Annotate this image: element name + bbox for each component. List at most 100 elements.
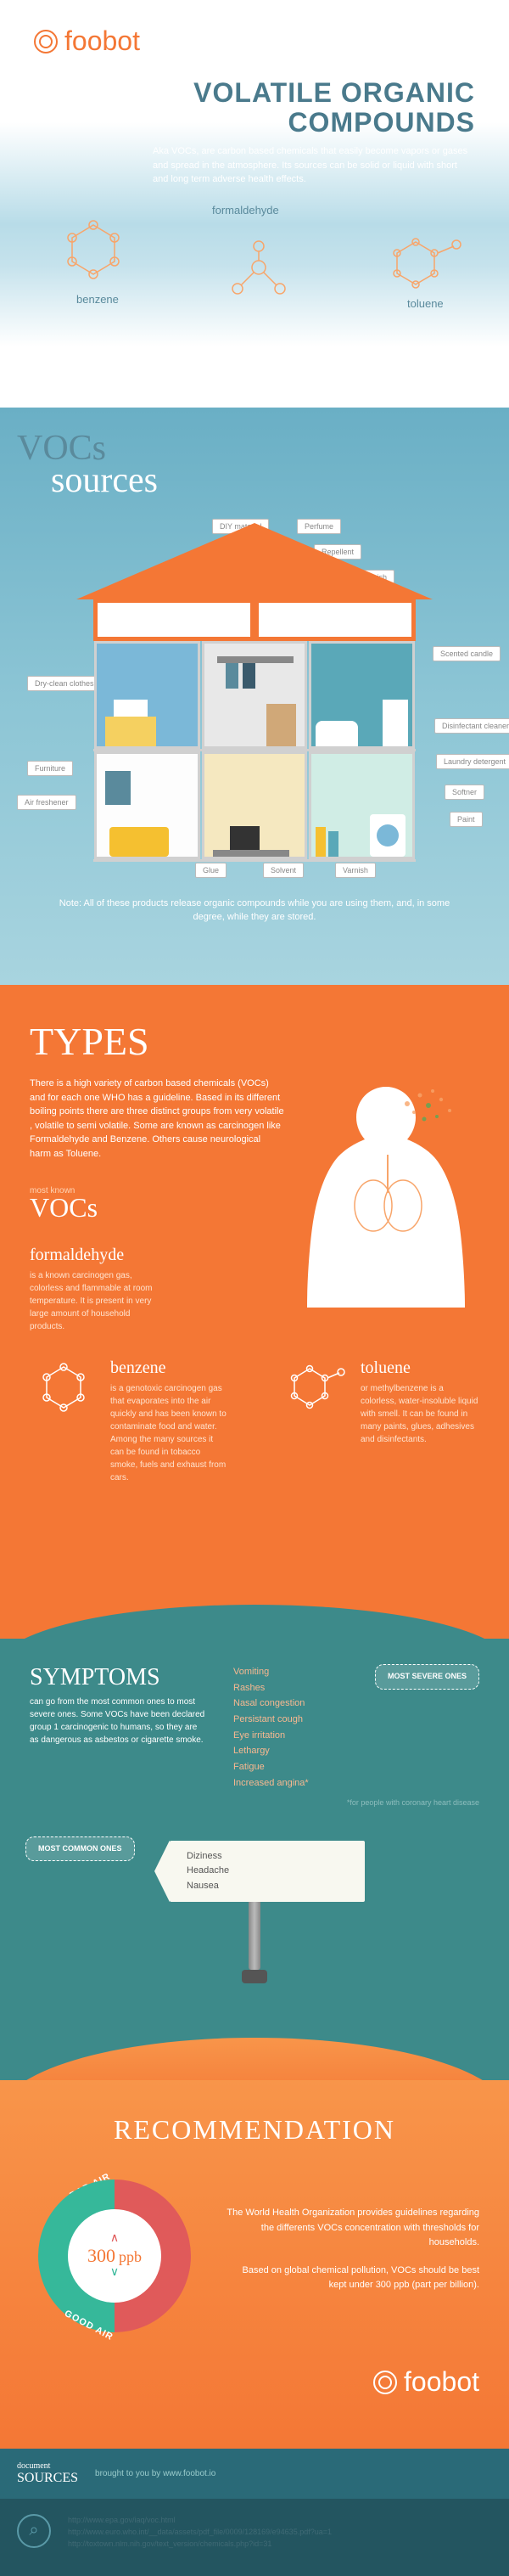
list-item: Nausea xyxy=(187,1879,348,1894)
sources-title-sub: sources xyxy=(51,465,492,498)
src-varnish: Varnish xyxy=(335,863,376,878)
gauge-ring: ∧ 300 ppb ∨ xyxy=(38,2179,191,2332)
room-office xyxy=(202,751,308,859)
source-link[interactable]: http://www.epa.gov/iaq/voc.html xyxy=(68,2514,332,2526)
wave-divider xyxy=(0,1596,509,1639)
sources-note: Note: All of these products release orga… xyxy=(17,897,492,925)
room-utility xyxy=(309,751,415,859)
voc-benzene: benzene is a genotoxic carcinogen gas th… xyxy=(30,1358,229,1484)
attic xyxy=(93,599,416,641)
sources-section: VOCs sources DIY material Perfume Repell… xyxy=(0,408,509,985)
types-title: TYPES xyxy=(30,1019,479,1064)
list-item: Eye irritation xyxy=(233,1728,375,1744)
lower-floor xyxy=(93,751,416,862)
list-item: Rashes xyxy=(233,1680,375,1696)
src-glue: Glue xyxy=(195,863,227,878)
severe-badge: MOST SEVERE ONES xyxy=(375,1664,479,1690)
attic-room xyxy=(98,603,250,637)
src-paint: Paint xyxy=(450,812,483,827)
doc-label-small: document xyxy=(17,2461,78,2471)
src-candle: Scented candle xyxy=(433,646,501,661)
symptoms-title: SYMPTOMS xyxy=(30,1664,208,1691)
list-item: Persistant cough xyxy=(233,1712,375,1728)
roof xyxy=(76,523,433,599)
list-item: Lethargy xyxy=(233,1743,375,1759)
badge-text: MOST COMMON ONES xyxy=(38,1844,122,1853)
brand-name: foobot xyxy=(404,2366,479,2398)
voc-row: benzene is a genotoxic carcinogen gas th… xyxy=(30,1358,479,1484)
header-section: foobot VOLATILE ORGANIC COMPOUNDS Aka VO… xyxy=(0,0,509,408)
common-badge: MOST COMMON ONES xyxy=(25,1836,135,1862)
links-section: ⌕ http://www.epa.gov/iaq/voc.html http:/… xyxy=(0,2499,509,2576)
symptoms-intro: can go from the most common ones to most… xyxy=(30,1696,208,1746)
recommendation-text: The World Health Organization provides g… xyxy=(225,2206,479,2306)
doc-sources-label: document SOURCES xyxy=(17,2461,78,2486)
body-silhouette-icon xyxy=(288,1070,484,1308)
doc-sources-bar: document SOURCES brought to you by www.f… xyxy=(0,2449,509,2499)
benzene-molecule-icon xyxy=(51,212,136,289)
main-title: VOLATILE ORGANIC COMPOUNDS xyxy=(136,78,475,138)
logo-icon xyxy=(34,30,58,53)
voc-formaldehyde: formaldehyde is a known carcinogen gas, … xyxy=(30,1246,182,1333)
arrow-down-icon: ∨ xyxy=(110,2267,119,2279)
badge-text: MOST SEVERE ONES xyxy=(388,1672,467,1680)
types-section: TYPES There is a high variety of carbon … xyxy=(0,985,509,1596)
arrow-up-icon: ∧ xyxy=(110,2233,119,2245)
src-disinfect: Disinfectant cleaner xyxy=(434,718,509,734)
list-item: Headache xyxy=(187,1864,348,1879)
severe-list: Vomiting Rashes Nasal congestion Persist… xyxy=(208,1664,375,1791)
gauge-value: 300 xyxy=(87,2245,115,2266)
symptoms-title-box: SYMPTOMS can go from the most common one… xyxy=(30,1664,208,1746)
src-softner: Softner xyxy=(445,785,484,800)
room-living xyxy=(94,751,200,859)
signpost-pole xyxy=(249,1902,260,1970)
gauge-inner: ∧ 300 ppb ∨ xyxy=(68,2209,161,2303)
list-item: Fatigue xyxy=(233,1759,375,1775)
room-bathroom xyxy=(309,641,415,749)
magnifier-icon: ⌕ xyxy=(17,2514,51,2548)
list-item: Diziness xyxy=(187,1849,348,1865)
source-link[interactable]: http://toxtown.nlm.nih.gov/text_version/… xyxy=(68,2538,332,2550)
recommendation-body: BAD AIR ∧ 300 ppb ∨ GOOD AIR The World H… xyxy=(30,2171,479,2341)
types-intro: There is a high variety of carbon based … xyxy=(30,1077,284,1161)
brand-name: foobot xyxy=(64,25,140,57)
list-item: Increased angina* xyxy=(233,1775,375,1791)
voc-name: formaldehyde xyxy=(30,1246,182,1265)
formaldehyde-molecule-icon xyxy=(221,238,297,314)
toluene-label: toluene xyxy=(407,297,444,310)
src-laundry: Laundry detergent xyxy=(436,754,509,769)
voc-toluene: toluene or methylbenzene is a colorless,… xyxy=(280,1358,479,1484)
house-diagram: DIY material Perfume Repellent Nail varn… xyxy=(17,523,492,880)
benzene-molecule-icon xyxy=(30,1358,98,1418)
src-furniture: Furniture xyxy=(27,761,73,776)
footer-logo: foobot xyxy=(30,2366,479,2398)
title-box: VOLATILE ORGANIC COMPOUNDS Aka VOCs, are… xyxy=(136,78,475,187)
brand-logo: foobot xyxy=(34,25,475,57)
brought-by: brought to you by www.foobot.io xyxy=(95,2469,215,2478)
upper-floor xyxy=(93,641,416,751)
room-bedroom xyxy=(94,641,200,749)
signpost: MOST COMMON ONES Diziness Headache Nause… xyxy=(144,1841,365,1971)
src-air: Air freshener xyxy=(17,795,76,810)
house xyxy=(76,523,433,862)
recommendation-section: RECOMMENDATION BAD AIR ∧ 300 ppb ∨ GOOD … xyxy=(0,2080,509,2449)
air-gauge: BAD AIR ∧ 300 ppb ∨ GOOD AIR xyxy=(30,2171,199,2341)
logo-icon xyxy=(373,2371,397,2394)
voc-desc: is a known carcinogen gas, colorless and… xyxy=(30,1269,165,1333)
link-list: http://www.epa.gov/iaq/voc.html http://w… xyxy=(68,2514,332,2551)
voc-desc: is a genotoxic carcinogen gas that evapo… xyxy=(110,1382,229,1484)
list-item: Nasal congestion xyxy=(233,1696,375,1712)
voc-desc: or methylbenzene is a colorless, water-i… xyxy=(361,1382,479,1446)
voc-name: toluene xyxy=(361,1358,479,1378)
voc-name: benzene xyxy=(110,1358,229,1378)
list-item: Vomiting xyxy=(233,1664,375,1680)
room-closet xyxy=(202,641,308,749)
rec-paragraph: Based on global chemical pollution, VOCs… xyxy=(225,2264,479,2293)
source-link[interactable]: http://www.euro.who.int/__data/assets/pd… xyxy=(68,2526,332,2538)
recommendation-title: RECOMMENDATION xyxy=(30,2114,479,2146)
formaldehyde-label: formaldehyde xyxy=(212,204,279,217)
rec-paragraph: The World Health Organization provides g… xyxy=(225,2206,479,2251)
src-solvent: Solvent xyxy=(263,863,304,878)
symptoms-footnote: *for people with coronary heart disease xyxy=(30,1798,479,1807)
benzene-label: benzene xyxy=(76,293,119,306)
